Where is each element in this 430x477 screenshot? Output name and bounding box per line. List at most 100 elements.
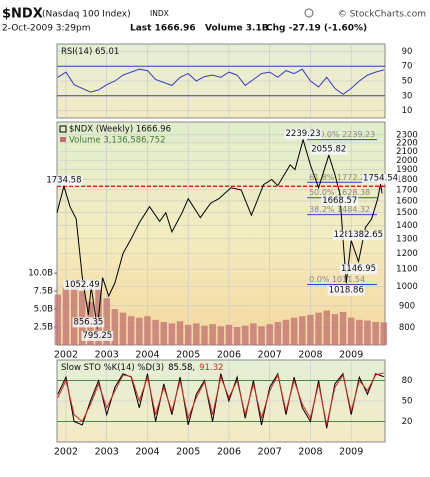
volume-bar — [282, 319, 290, 345]
symbol: $NDX — [2, 7, 43, 22]
source: © StockCharts.com — [338, 10, 426, 20]
volume-bar — [127, 316, 135, 345]
volume-bar — [176, 321, 184, 345]
x-tick-label: 2006 — [217, 447, 241, 458]
volume-bar — [380, 322, 388, 345]
price-annotation: 795.25 — [82, 331, 112, 341]
x-tick-label: 2003 — [95, 350, 119, 361]
panel-title: Slow STO %K(14) %D(3) 85.58, 91.32 — [61, 363, 223, 373]
price-annotation: 1668.57 — [322, 196, 357, 206]
price-annotation: 1754.54 — [363, 174, 398, 184]
price-annotation: 2239.23 — [286, 129, 321, 139]
x-tick-label: 2002 — [54, 447, 78, 458]
y-tick-label: 1300 — [396, 234, 418, 244]
y-tick-label: 2300 — [396, 130, 418, 140]
legend-icon — [59, 125, 67, 133]
annotation-box — [284, 129, 322, 140]
volume-bar — [347, 317, 355, 345]
price-annotation: 2055.82 — [311, 145, 346, 155]
x-tick-label: 2004 — [135, 447, 159, 458]
volume-bar — [250, 323, 257, 345]
y-tick-label: 1800 — [396, 175, 418, 185]
exchange: INDX — [150, 9, 169, 18]
price-annotation: 1018.86 — [329, 286, 364, 296]
volume-bar — [103, 298, 110, 345]
y-tick-label: 800 — [399, 323, 415, 333]
volume-tick-label: 2.5B — [34, 323, 54, 333]
volume-bar — [233, 327, 241, 345]
volume-bar — [266, 324, 273, 345]
volume-bar — [364, 320, 371, 345]
y-tick-label: 1100 — [396, 265, 418, 275]
x-tick-label: 2007 — [258, 350, 282, 361]
volume-bar — [201, 325, 208, 345]
volume-tick-label: 10.0B — [28, 269, 53, 279]
date: 2-Oct-2009 3:29pm — [2, 24, 91, 34]
x-tick-label: 2007 — [258, 447, 282, 458]
y-tick-label: 50 — [402, 77, 413, 87]
volume-bar — [144, 316, 151, 345]
x-tick-label: 2009 — [339, 350, 363, 361]
x-tick-label: 2003 — [95, 447, 119, 458]
volume-bar — [119, 312, 127, 345]
volume-bar — [136, 317, 143, 345]
volume-bar — [160, 321, 168, 345]
volume-bar — [299, 316, 306, 345]
y-tick-label: 10 — [402, 106, 413, 116]
y-tick-label: 2100 — [396, 147, 418, 157]
price-annotation: 1734.58 — [46, 176, 81, 186]
volume-bar — [241, 325, 249, 345]
volume-bar — [70, 280, 78, 345]
annotation-box — [361, 173, 400, 184]
volume-bar — [331, 314, 339, 345]
y-tick-label: 1400 — [396, 221, 418, 231]
volume-bar — [111, 309, 119, 345]
y-tick-label: 90 — [402, 47, 413, 57]
y-tick-label: 900 — [399, 301, 415, 311]
volume-tick-label: 5.0B — [34, 305, 54, 315]
fib-label: 61.8% 1772.29 — [309, 173, 370, 182]
legend-volume-icon — [60, 137, 66, 142]
x-tick-label: 2008 — [298, 447, 322, 458]
panel-title: RSI(14) 65.01 — [61, 47, 119, 57]
volume-tick-label: 7.5B — [34, 287, 54, 297]
y-tick-label: 30 — [402, 91, 413, 101]
price-annotation: 1052.49 — [65, 280, 100, 290]
y-tick-label: 1200 — [396, 249, 418, 259]
panel-title-text: Slow STO %K(14) %D(3) — [61, 363, 164, 373]
volume-bar — [290, 317, 298, 345]
x-tick-label: 2006 — [217, 350, 241, 361]
annotation-box — [72, 317, 105, 328]
price-annotation: 1382.65 — [348, 230, 383, 240]
volume-bar — [225, 324, 233, 345]
x-tick-label: 2009 — [339, 447, 363, 458]
price-annotation: 856.35 — [73, 317, 103, 327]
y-tick-label: 50 — [402, 397, 413, 407]
annotation-box — [310, 144, 348, 155]
x-tick-label: 2002 — [54, 350, 78, 361]
volume-bar — [193, 323, 200, 345]
volume-bar — [315, 312, 322, 345]
annotation-box — [327, 285, 365, 296]
volume-bar — [372, 321, 379, 345]
volume-header: Volume 3.1B — [205, 24, 269, 34]
change: Chg -27.19 (-1.60%) — [266, 24, 367, 34]
annotation-box — [346, 230, 385, 241]
annotation-box — [321, 195, 359, 206]
fib-label: 0.0% 1011.54 — [309, 275, 365, 284]
volume-bar — [54, 294, 62, 345]
price-annotation: 1146.95 — [341, 264, 376, 274]
y-tick-label: 2200 — [396, 138, 418, 148]
logo — [304, 8, 314, 18]
price-line — [56, 137, 383, 329]
volume-bar — [274, 321, 282, 345]
x-tick-label: 2004 — [135, 350, 159, 361]
y-tick-label: 1500 — [396, 208, 418, 218]
y-tick-label: 70 — [402, 62, 413, 72]
volume-bar — [323, 310, 330, 345]
volume-bar — [356, 319, 363, 345]
fib-label: 100.0% 2239.23 — [309, 130, 375, 139]
volume-bar — [339, 311, 347, 345]
y-tick-label: 1000 — [396, 282, 418, 292]
